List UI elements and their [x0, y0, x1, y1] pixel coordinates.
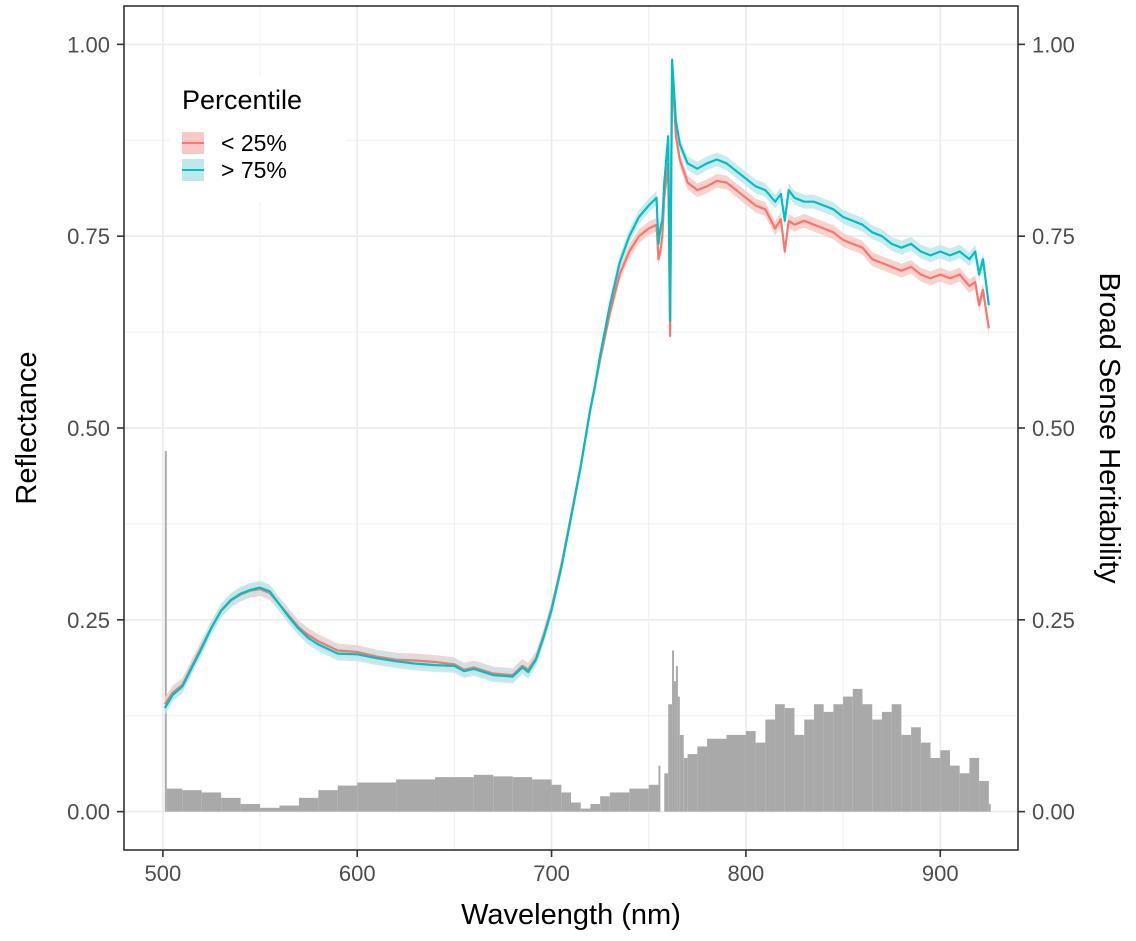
heritability-bar	[930, 757, 941, 812]
y-axis-title: Reflectance	[11, 351, 43, 504]
heritability-bar	[675, 665, 678, 812]
heritability-bar	[862, 704, 873, 812]
heritability-bar	[823, 711, 834, 812]
heritability-bar	[166, 788, 183, 812]
heritability-bar	[571, 802, 581, 812]
heritability-bar	[726, 734, 746, 812]
y2-axis-title: Broad Sense Heritability	[1093, 272, 1125, 584]
heritability-bar	[551, 784, 562, 812]
heritability-bar	[532, 779, 552, 812]
heritability-bar	[911, 727, 921, 812]
heritability-bar	[674, 681, 676, 812]
heritability-bar	[318, 790, 338, 812]
x-tick-label: 900	[922, 861, 959, 886]
heritability-bar	[260, 807, 280, 812]
legend: Percentile < 25% > 75%	[170, 76, 346, 202]
heritability-bar	[683, 757, 688, 812]
axis-ticks: 500 600 700 800 900 0.00 0.25 0.50 0.75 1.00 0.00 0…	[67, 32, 1075, 886]
heritability-bar	[765, 719, 776, 812]
heritability-bar	[833, 704, 844, 812]
heritability-bar	[794, 734, 805, 812]
heritability-bar	[561, 792, 571, 812]
heritability-bar	[687, 754, 698, 812]
y2-tick-label: 1.00	[1032, 32, 1075, 57]
heritability-bar	[679, 734, 684, 812]
y2-tick-label: 0.50	[1032, 416, 1075, 441]
y2-tick-label: 0.75	[1032, 224, 1075, 249]
heritability-bar	[920, 742, 931, 812]
y2-tick-label: 0.00	[1032, 800, 1075, 825]
x-tick-label: 600	[339, 861, 376, 886]
heritability-bar	[697, 746, 708, 812]
heritability-bar	[279, 805, 299, 812]
heritability-bar	[473, 774, 494, 812]
heritability-bar	[804, 719, 814, 812]
heritability-bar	[775, 704, 785, 812]
heritability-bar	[872, 719, 882, 812]
heritability-bar	[745, 731, 756, 812]
heritability-bar	[337, 785, 358, 812]
legend-label-1: < 25%	[221, 130, 287, 156]
heritability-bar	[590, 803, 601, 812]
heritability-bar	[629, 788, 649, 812]
heritability-bar	[852, 688, 863, 812]
heritability-bar	[664, 773, 669, 812]
heritability-bar	[357, 782, 397, 812]
heritability-bar	[881, 711, 892, 812]
y-tick-label: 0.75	[67, 224, 110, 249]
heritability-bar	[901, 734, 912, 812]
heritability-bar	[707, 738, 727, 812]
heritability-bar	[164, 451, 167, 812]
y-tick-label: 1.00	[67, 32, 110, 57]
heritability-bar	[182, 790, 202, 812]
y-tick-label: 0.00	[67, 800, 110, 825]
y2-tick-label: 0.25	[1032, 608, 1075, 633]
legend-title: Percentile	[182, 85, 302, 115]
heritability-bar	[493, 776, 513, 812]
heritability-bar	[668, 704, 673, 812]
heritability-bar	[221, 797, 241, 812]
heritability-bar	[959, 773, 970, 812]
heritability-bar	[240, 803, 261, 812]
series-lines	[163, 58, 990, 709]
heritability-bar	[512, 777, 533, 812]
heritability-bars	[164, 451, 991, 812]
x-axis-title: Wavelength (nm)	[461, 899, 681, 931]
heritability-bar	[658, 765, 661, 812]
heritability-bar	[600, 796, 610, 812]
heritability-bar	[988, 803, 991, 812]
y-tick-label: 0.25	[67, 608, 110, 633]
x-tick-label: 700	[533, 861, 570, 886]
legend-label-2: > 75%	[221, 157, 287, 183]
x-tick-label: 500	[145, 861, 182, 886]
heritability-bar	[843, 696, 853, 812]
heritability-bar	[648, 784, 659, 812]
heritability-bar	[672, 650, 675, 812]
y-tick-label: 0.50	[67, 416, 110, 441]
heritability-bar	[784, 708, 795, 812]
heritability-bar	[969, 757, 980, 812]
heritability-bar	[940, 750, 950, 812]
heritability-bar	[891, 704, 902, 812]
heritability-bar	[755, 742, 766, 812]
heritability-bar	[813, 704, 824, 812]
heritability-bar	[298, 797, 319, 812]
heritability-bar	[979, 780, 989, 812]
heritability-bar	[609, 792, 630, 812]
heritability-bar	[201, 792, 222, 812]
x-tick-label: 800	[728, 861, 765, 886]
heritability-bar	[434, 777, 474, 812]
series-line-2	[163, 58, 990, 709]
heritability-bar	[677, 696, 680, 812]
heritability-bar	[949, 765, 960, 812]
heritability-bar	[396, 779, 435, 812]
heritability-bar	[580, 808, 591, 812]
